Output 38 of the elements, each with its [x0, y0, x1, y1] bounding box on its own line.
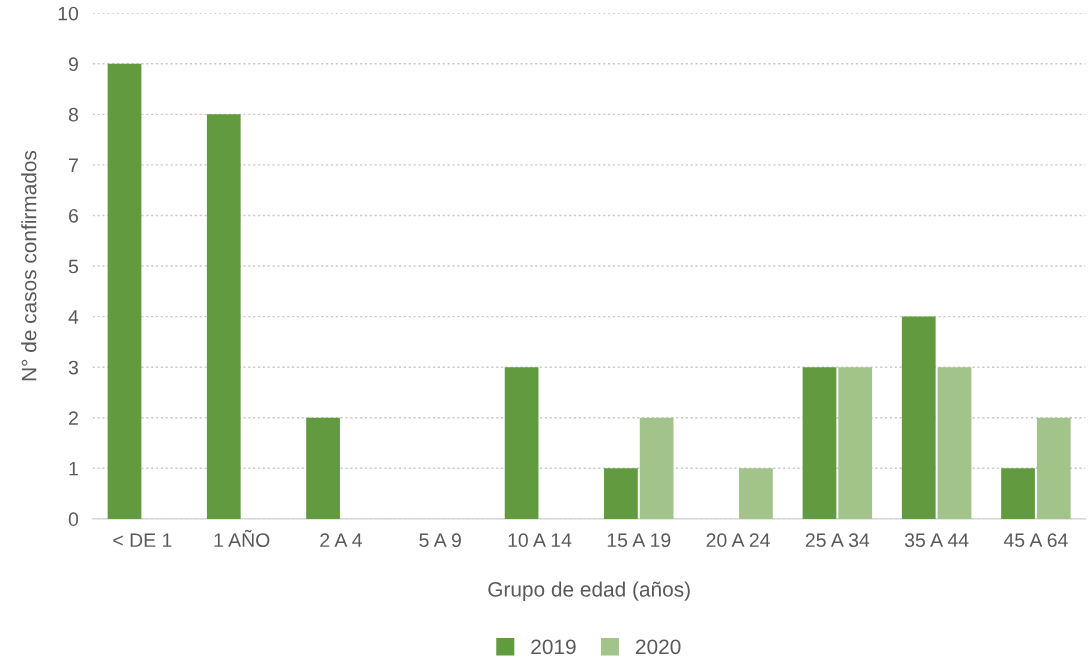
y-tick-label: 3: [68, 360, 78, 375]
x-tick-label: 5 A 9: [419, 533, 461, 548]
x-tick-label: 15 A 19: [607, 533, 671, 548]
legend-label: 2020: [636, 639, 681, 655]
bar: [838, 367, 873, 519]
bar: [1036, 417, 1071, 519]
x-tick-label: 2 A 4: [320, 533, 362, 547]
bar: [739, 468, 773, 519]
bar: [937, 367, 972, 519]
legend-label: 2019: [531, 639, 576, 655]
x-tick-label: 45 A 64: [1003, 533, 1068, 548]
x-tick-label: 25 A 34: [805, 533, 870, 548]
y-axis-title: N° de casos confirmados: [21, 150, 37, 381]
bar: [504, 367, 539, 519]
bar: [206, 114, 241, 519]
bar: [802, 367, 837, 519]
bar: [107, 63, 142, 519]
bar: [901, 316, 936, 519]
bar: [639, 417, 674, 519]
y-tick-label: 0: [68, 512, 79, 527]
y-tick-label: 6: [69, 208, 78, 223]
y-tick-label: 1: [69, 461, 78, 476]
x-tick-label: 20 A 24: [706, 533, 770, 548]
y-tick-label: 4: [68, 310, 79, 324]
x-tick-label: < DE 1: [113, 533, 172, 547]
y-tick-label: 9: [68, 57, 78, 72]
y-tick-label: 2: [69, 411, 78, 425]
y-tick-label: 5: [68, 259, 79, 274]
x-tick-label: 35 A 44: [904, 533, 969, 548]
x-tick-label: 10 A 14: [508, 533, 572, 548]
x-axis-title: Grupo de edad (años): [488, 581, 690, 601]
y-tick-label: 10: [58, 6, 79, 21]
y-tick-label: 8: [68, 107, 78, 122]
x-tick-label: 1 AÑO: [214, 529, 270, 548]
bar: [306, 417, 340, 519]
y-tick-label: 7: [69, 158, 78, 172]
bar: [1001, 468, 1035, 519]
bar: [604, 468, 638, 519]
